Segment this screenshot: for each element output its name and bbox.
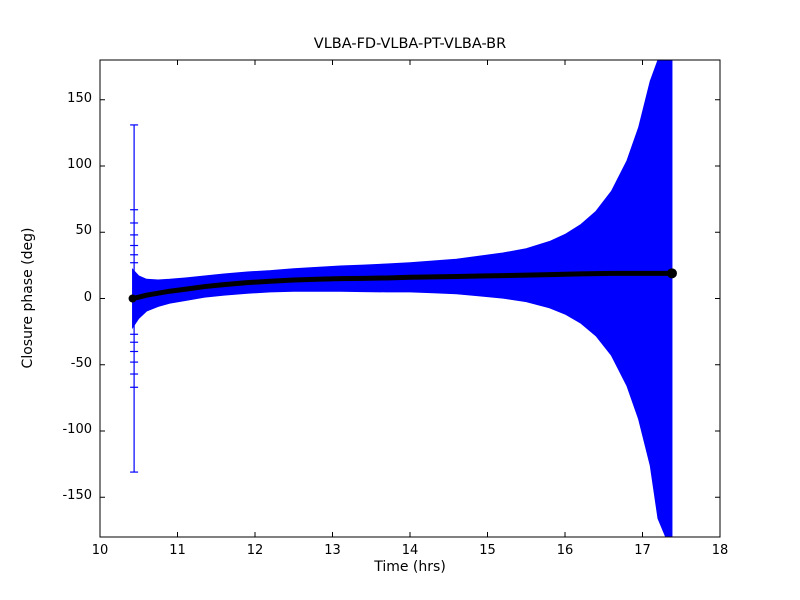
y-tick-label: -100 — [62, 422, 92, 437]
x-tick-label: 12 — [246, 543, 264, 558]
y-tick-label: 150 — [67, 90, 92, 106]
first-data-point — [128, 294, 137, 303]
y-tick-label: -150 — [62, 488, 92, 504]
x-tick-label: 14 — [401, 543, 419, 558]
closure-phase-series — [130, 270, 675, 301]
x-tick-label: 16 — [556, 543, 574, 558]
error-envelope — [132, 59, 673, 538]
x-tick-label: 17 — [634, 543, 651, 558]
x-tick-label: 15 — [479, 543, 496, 558]
y-tick-label: 0 — [83, 289, 92, 305]
last-data-point — [666, 268, 677, 279]
y-tick-label: -50 — [70, 355, 92, 371]
x-tick-label: 18 — [711, 543, 729, 558]
x-tick-label: 10 — [91, 543, 109, 558]
y-axis-label: Closure phase (deg) — [20, 227, 36, 369]
y-tick-label: 50 — [75, 223, 92, 239]
x-tick-label: 13 — [324, 543, 341, 558]
x-tick-label: 11 — [169, 543, 186, 558]
x-axis-label: Time (hrs) — [374, 559, 446, 575]
chart-title: VLBA-FD-VLBA-PT-VLBA-BR — [313, 36, 507, 52]
y-tick-label: 100 — [67, 157, 92, 172]
